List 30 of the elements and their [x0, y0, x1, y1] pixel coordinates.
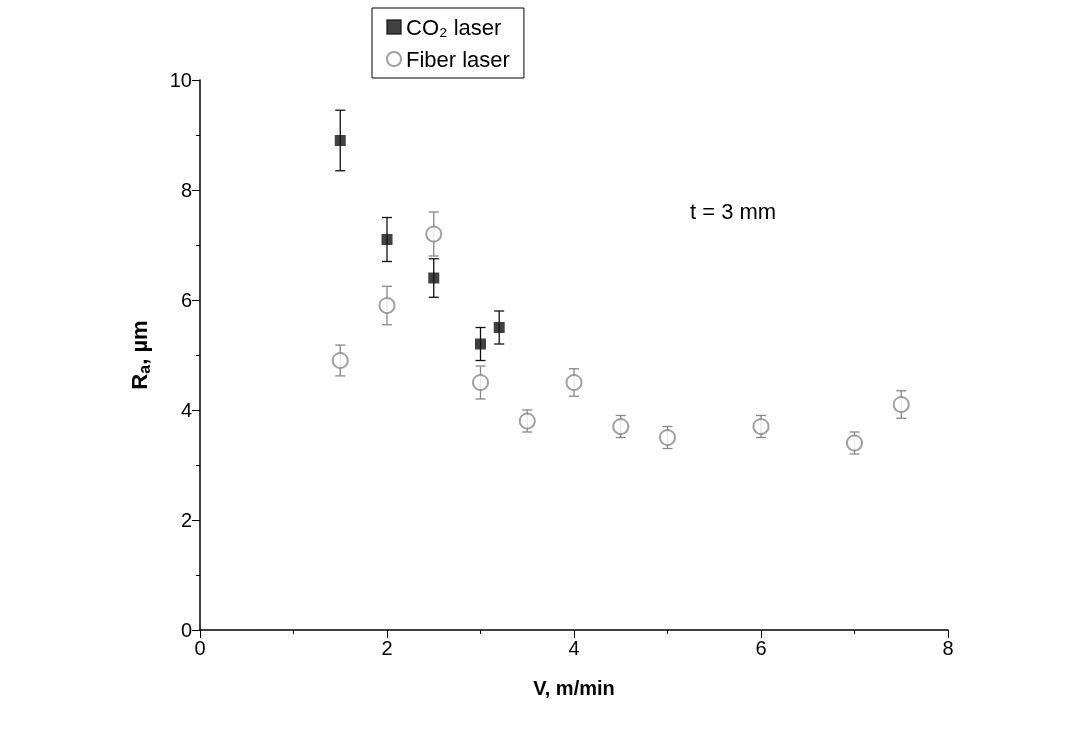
point: [493, 322, 505, 333]
x-tick-label: 8: [942, 637, 954, 659]
point: [892, 396, 910, 413]
point: [381, 234, 393, 245]
x-tick-label: 0: [194, 637, 206, 659]
legend-label: Fiber laser: [406, 46, 510, 72]
point: [475, 338, 486, 350]
point: [428, 272, 440, 284]
x-axis-title: V, m/min: [533, 677, 615, 699]
point: [334, 135, 346, 146]
point: [612, 418, 630, 435]
point: [425, 225, 443, 243]
point: [472, 374, 489, 391]
y-tick-label: 6: [180, 289, 192, 311]
point: [378, 297, 396, 314]
x-tick-label: 2: [381, 637, 393, 659]
x-tick-label: 6: [755, 637, 767, 659]
point: [331, 352, 349, 369]
y-tick-label: 2: [180, 509, 192, 531]
point: [752, 418, 770, 435]
point: [659, 429, 676, 446]
y-tick-label: 8: [180, 179, 192, 201]
y-tick-label: 4: [180, 399, 192, 421]
y-tick-label: 10: [169, 69, 192, 91]
y-axis-title: Ra, µm: [126, 320, 153, 390]
point: [565, 374, 583, 391]
y-tick-label: 0: [180, 619, 192, 641]
annotation: t = 3 mm: [690, 198, 777, 224]
x-tick-label: 4: [568, 637, 580, 659]
legend-label: CO₂ laser: [406, 14, 502, 40]
